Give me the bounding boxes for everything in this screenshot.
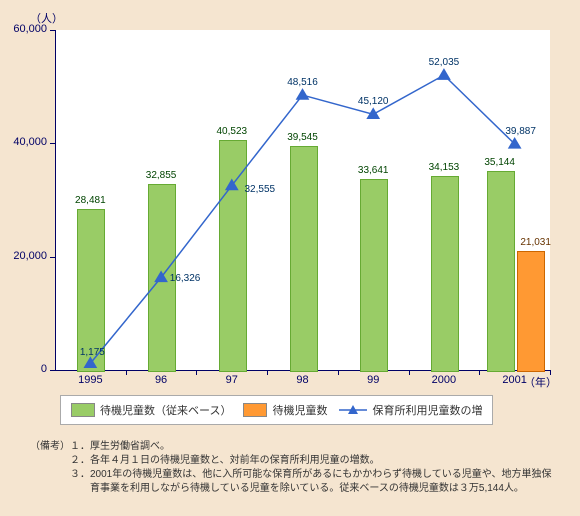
note-line: ３．2001年の待機児童数は、他に入所可能な保育所があるにもかかわらず待機してい… (30, 468, 551, 482)
legend-text: 待機児童数（従来ベース） (100, 402, 231, 418)
y-tick-label: 60,000 (7, 23, 47, 35)
y-tick-label: 40,000 (7, 136, 47, 148)
line-label: 48,516 (287, 77, 318, 88)
x-tick-label: 99 (367, 374, 379, 386)
chart-container: （人） 28,48132,85540,52339,54533,64134,153… (0, 0, 580, 516)
y-tick-label: 20,000 (7, 250, 47, 262)
bar-label: 21,031 (520, 237, 551, 248)
bar-label: 39,545 (287, 132, 318, 143)
y-axis-line (55, 30, 56, 370)
legend-swatch (243, 403, 267, 417)
bar-green (431, 176, 459, 372)
note-line: （備考）１．厚生労働省調べ。 (30, 440, 551, 454)
x-tick-label: 2000 (432, 374, 456, 386)
note-line: ２．各年４月１日の待機児童数と、対前年の保育所利用児童の増数。 (30, 454, 551, 468)
line-label: 39,887 (505, 126, 536, 137)
legend-item: 保育所利用児童数の増 (339, 402, 482, 418)
x-tick-label: 98 (296, 374, 308, 386)
bar-label: 35,144 (484, 157, 515, 168)
bar-label: 33,641 (358, 165, 389, 176)
line-label: 52,035 (429, 57, 460, 68)
line-label: 32,555 (244, 184, 275, 195)
x-tick-label: 96 (155, 374, 167, 386)
x-tick-label: 97 (226, 374, 238, 386)
line-label: 1,175 (80, 347, 105, 358)
bar-label: 34,153 (429, 162, 460, 173)
notes: （備考）１．厚生労働省調べ。 ２．各年４月１日の待機児童数と、対前年の保育所利用… (30, 440, 551, 496)
bar-label: 28,481 (75, 195, 106, 206)
x-axis-unit: （年） (524, 374, 557, 390)
bar-label: 32,855 (146, 170, 177, 181)
note-line: 育事業を利用しながら待機している児童を除いている。従来ベースの待機児童数は３万5… (30, 482, 551, 496)
legend-line-marker (339, 404, 367, 416)
legend-item: 待機児童数 (243, 402, 327, 418)
bar-orange (517, 251, 545, 372)
bar-label: 40,523 (216, 126, 247, 137)
y-tick-label: 0 (7, 363, 47, 375)
bar-green (290, 146, 318, 372)
line-label: 16,326 (170, 273, 201, 284)
x-tick-label: 1995 (78, 374, 102, 386)
legend-item: 待機児童数（従来ベース） (71, 402, 231, 418)
legend-text: 待機児童数 (272, 402, 327, 418)
bar-green (487, 171, 515, 372)
legend-text: 保育所利用児童数の増 (372, 402, 482, 418)
line-label: 45,120 (358, 96, 389, 107)
legend: 待機児童数（従来ベース） 待機児童数 保育所利用児童数の増 (60, 395, 493, 425)
legend-swatch (71, 403, 95, 417)
bar-green (360, 179, 388, 372)
bar-green (219, 140, 247, 372)
